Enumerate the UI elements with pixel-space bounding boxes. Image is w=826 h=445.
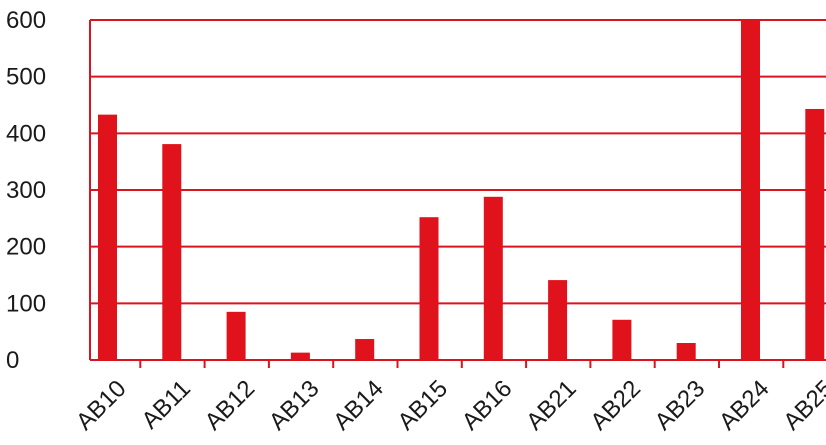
bar-ab10: [98, 114, 117, 360]
y-tick-label-400: 400: [6, 120, 46, 147]
gridlines: [90, 19, 826, 305]
bar-ab22: [612, 319, 632, 360]
y-tick-label-200: 200: [6, 234, 46, 261]
bars: [98, 20, 825, 360]
bar-ab12: [226, 311, 246, 360]
y-tick-labels: 0 100 200 300 400 500 600: [6, 7, 46, 374]
bar-ab24: [741, 20, 760, 360]
bar-ab15: [419, 217, 439, 360]
x-tick-label-ab16: AB16: [457, 375, 518, 436]
bar-ab14: [355, 339, 375, 360]
bar-ab23: [676, 343, 696, 360]
bar-ab25: [805, 108, 825, 360]
x-tick-label-ab13: AB13: [264, 375, 325, 436]
x-tick-label-ab10: AB10: [71, 375, 132, 436]
y-tick-label-300: 300: [6, 177, 46, 204]
bar-ab21: [548, 280, 568, 360]
x-tick-labels: AB10 AB11 AB12 AB13 AB14 AB15 AB16 AB21 AB22 AB23…: [71, 375, 826, 436]
x-tick-label-ab25: AB25: [778, 375, 826, 436]
x-tick-label-ab14: AB14: [328, 375, 389, 436]
x-tick-label-ab23: AB23: [650, 375, 711, 436]
axes: [89, 20, 826, 368]
y-tick-label-0: 0: [6, 347, 19, 374]
y-tick-label-100: 100: [6, 290, 46, 317]
x-tick-label-ab12: AB12: [200, 375, 261, 436]
x-tick-label-ab21: AB21: [521, 375, 582, 436]
x-tick-label-ab15: AB15: [393, 375, 454, 436]
y-tick-label-600: 600: [6, 7, 46, 34]
x-tick-label-ab24: AB24: [714, 375, 775, 436]
y-tick-label-500: 500: [6, 64, 46, 91]
bar-ab13: [290, 352, 310, 360]
bar-ab16: [483, 196, 503, 360]
bar-ab11: [162, 144, 182, 360]
x-tick-label-ab22: AB22: [585, 375, 646, 436]
x-tick-label-ab11: AB11: [137, 375, 196, 434]
